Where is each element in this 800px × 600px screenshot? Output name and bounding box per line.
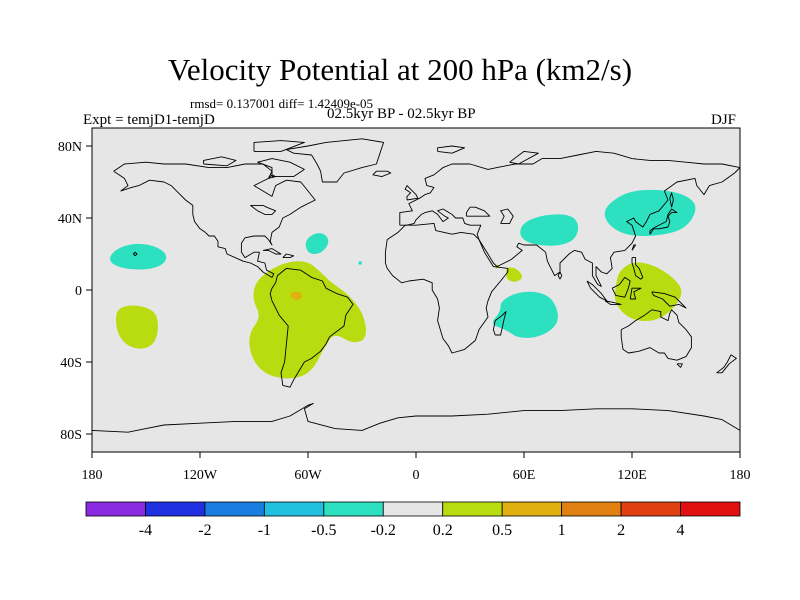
coastline-ellesmere-island <box>253 140 305 152</box>
coastline-australia <box>620 309 692 361</box>
coastline-antarctica <box>92 402 740 433</box>
anomaly-arabia-negative <box>520 214 579 246</box>
lat-tick-label: 40N <box>58 212 82 227</box>
colorbar-label: 2 <box>617 522 625 539</box>
lon-tick-label: 60E <box>513 468 536 483</box>
coastline-sri-lanka <box>557 271 563 280</box>
experiment-label: Expt = temjD1-temjD <box>83 112 215 128</box>
period-label: 02.5kyr BP - 02.5kyr BP <box>327 106 476 122</box>
coastline-madagascar <box>492 311 507 336</box>
coastline-south-america <box>269 267 354 388</box>
lon-tick-label: 120E <box>617 468 647 483</box>
lat-tick-label: 80N <box>58 140 82 155</box>
anomaly-amazon-core <box>290 291 302 300</box>
coastline-layer <box>92 138 740 433</box>
coastline-borneo <box>611 276 631 298</box>
coastline-hispaniola <box>282 253 295 259</box>
axis-ticks: 80N 40N 0 40S 80S 180 120W 60W 0 60E 120E 180 <box>58 140 751 483</box>
colorbar-swatch <box>204 501 265 517</box>
coastline-tasmania <box>676 363 683 368</box>
coastline-north-america <box>113 161 316 278</box>
coastline-uk <box>404 185 419 201</box>
coastline-hawaii <box>132 251 138 257</box>
anomaly-east-africa-positive <box>506 267 522 282</box>
colorbar-label: -2 <box>198 522 211 539</box>
colorbar-swatch <box>382 501 444 517</box>
colorbar-label: -0.5 <box>311 522 336 539</box>
colorbar-swatch <box>323 501 384 517</box>
coastline-cuba <box>262 248 282 255</box>
coastline-black-sea <box>465 206 491 217</box>
anomaly-south-pacific-positive <box>116 305 158 349</box>
colorbar-swatch <box>85 501 146 517</box>
colorbar-label: -1 <box>258 522 271 539</box>
colorbar-swatch <box>145 501 206 517</box>
colorbar-swatch <box>680 501 741 517</box>
coastline-new-guinea <box>651 291 687 309</box>
anomaly-caribbean-negative <box>305 233 329 254</box>
coastline-greenland <box>285 138 385 183</box>
anomaly-maritime-continent-positive <box>614 262 682 322</box>
lat-tick-label: 40S <box>60 356 82 371</box>
lat-tick-label: 80S <box>60 428 82 443</box>
colorbar-swatch <box>263 501 325 517</box>
colorbar-label: 0.2 <box>433 522 453 539</box>
lon-tick-label: 60W <box>294 468 322 483</box>
anomaly-indian-ocean-negative <box>493 291 558 338</box>
coastline-victoria-island <box>203 156 237 167</box>
coastline-great-lakes <box>250 204 277 215</box>
coastline-iceland <box>372 170 392 178</box>
colorbar-swatch <box>501 501 563 517</box>
coastline-africa <box>384 222 509 354</box>
stats-text: rmsd= 0.137001 diff= 1.42409e-05 <box>190 96 374 111</box>
colorbar: -4 -2 -1 -0.5 -0.2 0.2 0.5 1 2 4 <box>85 501 741 539</box>
coastline-sakhalin <box>669 192 674 208</box>
coastline-baffin-island <box>257 158 305 178</box>
coastline-japan <box>649 208 678 235</box>
colorbar-swatch <box>620 501 681 517</box>
colorbar-label: -4 <box>139 522 152 539</box>
coastline-novaya-zemlya <box>509 150 539 165</box>
colorbar-swatch <box>561 501 622 517</box>
colorbar-label: -0.2 <box>371 522 396 539</box>
lon-tick-label: 180 <box>730 468 751 483</box>
season-label: DJF <box>711 112 737 128</box>
coastline-caspian-sea <box>500 208 514 224</box>
coastline-sulawesi <box>629 287 642 300</box>
chart-title: Velocity Potential at 200 hPa (km2/s) <box>167 52 633 87</box>
coastline-java <box>604 300 622 305</box>
colorbar-label: 1 <box>558 522 566 539</box>
colorbar-swatch <box>442 501 503 517</box>
lon-tick-label: 120W <box>183 468 218 483</box>
colorbar-label: 0.5 <box>492 522 512 539</box>
coastline-new-zealand <box>716 354 737 374</box>
anomaly-south-america-positive <box>249 261 366 379</box>
coastline-taiwan <box>631 244 637 251</box>
coastline-philippines <box>631 257 644 280</box>
coastline-eurasia <box>399 150 740 287</box>
coastline-hudson-bay-islands <box>268 174 277 179</box>
coastline-svalbard <box>437 145 466 154</box>
lon-tick-label: 0 <box>413 468 420 483</box>
anomaly-north-pacific-negative <box>110 243 167 270</box>
colorbar-label: 4 <box>677 522 685 539</box>
lat-tick-label: 0 <box>75 284 82 299</box>
lon-tick-label: 180 <box>82 468 103 483</box>
anomaly-atlantic-speck <box>358 261 362 265</box>
